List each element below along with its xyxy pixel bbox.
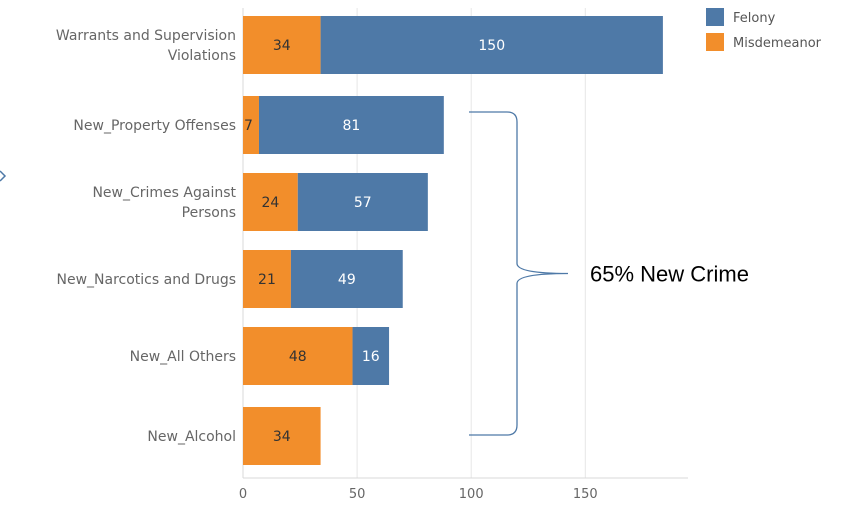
data-label: 21 — [258, 272, 276, 288]
bar-segment-misdemeanor — [243, 407, 321, 465]
gridlines — [242, 8, 688, 479]
data-label: 57 — [354, 195, 372, 211]
x-tick-label: 50 — [349, 487, 366, 502]
x-tick-label: 150 — [573, 487, 598, 502]
category-label: New_All Others — [130, 349, 236, 365]
annotation: 65% New Crime — [0, 111, 749, 436]
bar-segment-felony — [258, 96, 444, 154]
x-tick-label: 0 — [239, 487, 247, 502]
bar-segment-misdemeanor — [243, 16, 321, 74]
legend-swatch-misdemeanor — [706, 33, 724, 51]
legend-swatch-felony — [706, 8, 724, 26]
data-label: 16 — [362, 349, 380, 365]
left-edge-arrow-icon — [0, 170, 7, 182]
category-label: New_Crimes Against — [92, 185, 236, 201]
legend: Felony Misdemeanor — [706, 8, 822, 51]
data-label: 24 — [261, 195, 279, 211]
x-axis: 0 50 100 150 — [239, 487, 598, 502]
data-label: 7 — [244, 118, 253, 134]
category-label: New_Narcotics and Drugs — [57, 272, 237, 288]
data-label: 150 — [478, 38, 505, 54]
data-label: 81 — [342, 118, 360, 134]
data-label: 49 — [338, 272, 356, 288]
legend-label: Felony — [733, 11, 776, 26]
category-labels: Warrants and Supervision Violations New_Pr… — [56, 28, 237, 445]
category-label: New_Property Offenses — [73, 118, 236, 134]
bars: 34 150 7 81 24 57 21 49 48 16 34 — [243, 16, 663, 465]
x-tick-label: 100 — [459, 487, 484, 502]
bar-segment-misdemeanor — [243, 250, 291, 308]
curly-brace — [469, 111, 569, 436]
data-label: 48 — [289, 349, 307, 365]
legend-label: Misdemeanor — [733, 36, 822, 51]
bar-segment-felony — [290, 250, 403, 308]
bar-segment-misdemeanor — [243, 173, 298, 231]
bar-segment-felony — [352, 327, 390, 385]
data-label: 34 — [273, 429, 291, 445]
data-label: 34 — [273, 38, 291, 54]
bar-segment-felony — [320, 16, 663, 74]
annotation-text: 65% New Crime — [590, 262, 749, 287]
category-label: New_Alcohol — [147, 429, 236, 445]
category-label: Violations — [168, 48, 236, 64]
bar-segment-felony — [297, 173, 428, 231]
category-label: Warrants and Supervision — [56, 28, 236, 44]
bar-segment-misdemeanor — [243, 96, 259, 154]
category-label: Persons — [182, 205, 236, 221]
bar-segment-misdemeanor — [243, 327, 353, 385]
